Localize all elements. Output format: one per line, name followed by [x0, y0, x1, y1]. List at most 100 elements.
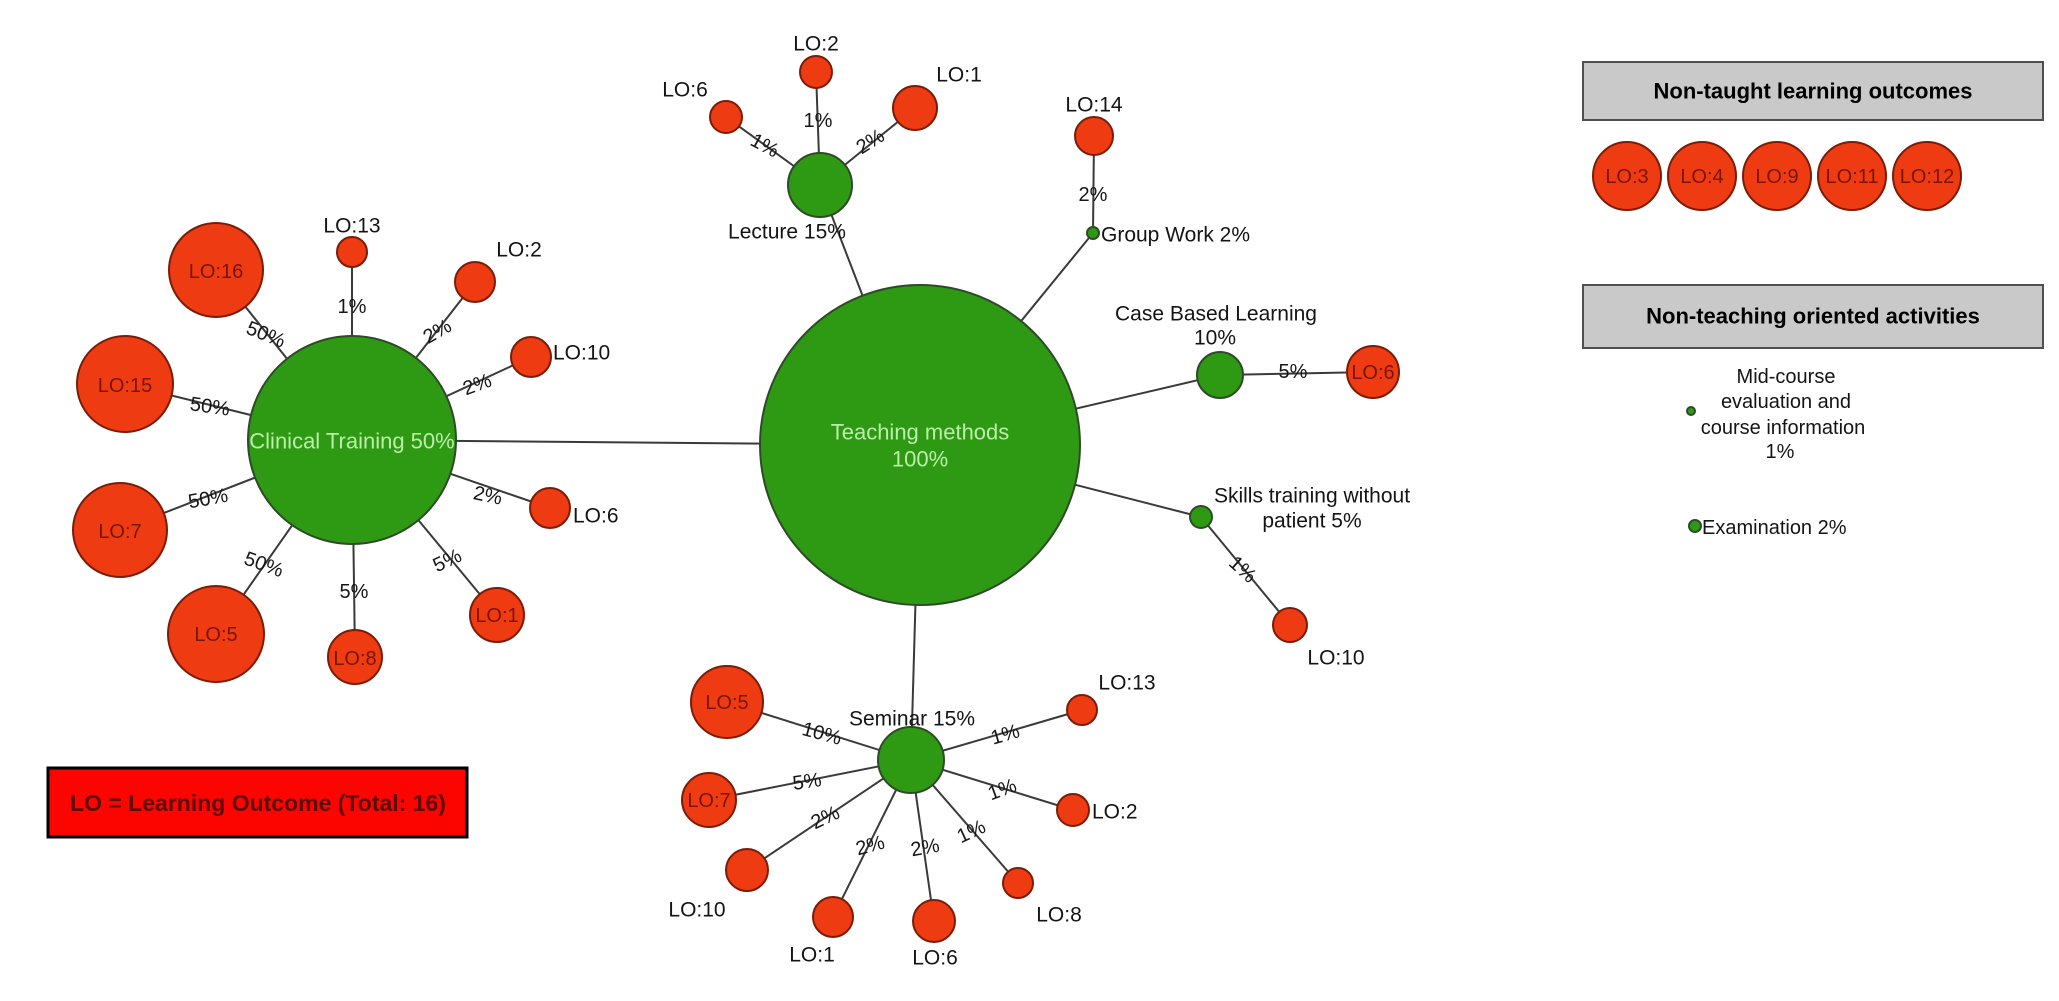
edge-label-clinical-c-lo1: 5%: [430, 545, 466, 577]
label-c-lo2: LO:2: [496, 238, 542, 261]
legend-outcome-label-lo-3: LO:3: [1605, 166, 1648, 188]
node-g-lo14-outcome-circle: [1074, 116, 1114, 156]
label-cb-lo6: LO:6: [1351, 362, 1394, 384]
label-cbl-line2: 10%: [1194, 326, 1236, 349]
node-se-lo8-outcome-circle: [1002, 867, 1034, 899]
edge-label-seminar-se-lo7: 5%: [791, 769, 823, 795]
edge-label-seminar-se-lo6: 2%: [909, 835, 942, 862]
legend-non-teaching-activities: Non-teaching oriented activities Mid-cou…: [1582, 284, 2044, 539]
edge-label-cbl-cb-lo6: 5%: [1279, 361, 1308, 383]
label-se-lo10: LO:10: [668, 898, 725, 921]
node-c-lo13-outcome-circle: [336, 236, 368, 268]
edge-label-seminar-se-lo5: 10%: [800, 718, 845, 750]
label-c-lo16: LO:16: [189, 261, 243, 283]
node-se-lo6-outcome-circle: [912, 899, 956, 943]
node-lecture-method-circle: [787, 152, 853, 218]
label-se-lo2: LO:2: [1092, 800, 1138, 823]
label-se-lo5: LO:5: [705, 692, 748, 714]
label-teaching-line1: Teaching methods: [831, 420, 1010, 445]
legend-non-taught-box: [1582, 61, 2044, 121]
legend-outcome-circle-lo-12: [1892, 141, 1962, 211]
node-c-lo7-outcome-circle: [72, 482, 168, 578]
edge-label-clinical-c-lo16: 50%: [243, 317, 289, 352]
node-se-lo7-outcome-circle: [681, 772, 737, 828]
edge-label-seminar-se-lo2: 1%: [985, 775, 1020, 806]
node-l-lo2-outcome-circle: [799, 55, 833, 89]
mid-course-evaluation-label-line4: 1%: [1766, 441, 1795, 463]
label-c-lo6: LO:6: [573, 504, 619, 527]
mid-course-evaluation-label-line2: evaluation and: [1721, 391, 1851, 413]
lo-note-box: [46, 766, 469, 839]
legend-outcome-label-lo-4: LO:4: [1680, 166, 1723, 188]
edge-label-lecture-l-lo2: 1%: [804, 110, 833, 132]
legend-non-teaching-entries: Mid-course evaluation and course informati…: [1686, 366, 1865, 539]
legend-non-taught-items: LO:3 LO:4 LO:9 LO:11 LO:12: [1592, 141, 1962, 211]
node-c-lo2-outcome-circle: [454, 261, 496, 303]
node-cbl-method-circle: [1196, 351, 1244, 399]
label-l-lo6: LO:6: [662, 78, 708, 101]
legend-outcome-circle-lo-9: [1742, 141, 1812, 211]
lo-note-text: LO = Learning Outcome (Total: 16): [70, 790, 446, 816]
label-l-lo1: LO:1: [936, 63, 982, 86]
node-seminar-method-circle: [877, 726, 945, 794]
label-se-lo1: LO:1: [789, 943, 835, 966]
node-c-lo15-outcome-circle: [76, 335, 174, 433]
edge-label-clinical-c-lo8: 5%: [340, 581, 369, 603]
edge-label-seminar-se-lo13: 1%: [988, 720, 1022, 749]
label-se-lo6: LO:6: [912, 946, 958, 969]
examination-label: Examination 2%: [1702, 517, 1847, 539]
node-se-lo5-outcome-circle: [690, 665, 764, 739]
mid-course-evaluation-label-line1: Mid-course: [1737, 366, 1836, 388]
edge-label-clinical-c-lo2: 2%: [419, 315, 455, 349]
edge-label-clinical-c-lo15: 50%: [189, 393, 232, 420]
edge-label-clinical-c-lo7: 50%: [187, 485, 230, 514]
legend-outcome-circle-lo-3: [1592, 141, 1662, 211]
label-g-lo14: LO:14: [1065, 93, 1123, 116]
node-c-lo16-outcome-circle: [168, 222, 264, 318]
examination-dot-icon: [1688, 519, 1702, 533]
label-se-lo8: LO:8: [1036, 903, 1082, 926]
node-se-lo13-outcome-circle: [1066, 694, 1098, 726]
label-skills-line1: Skills training without: [1214, 484, 1410, 507]
node-l-lo1-outcome-circle: [892, 85, 938, 131]
node-teaching-method-circle: [759, 284, 1081, 606]
mid-course-evaluation-dot-icon: [1686, 406, 1696, 416]
node-c-lo6-outcome-circle: [529, 487, 571, 529]
legend-non-taught-title: Non-taught learning outcomes: [1654, 79, 1973, 104]
edge-label-clinical-c-lo10: 2%: [460, 370, 495, 401]
legend-non-taught-learning-outcomes: Non-taught learning outcomes LO:3 LO:4 LO:…: [1582, 61, 2044, 211]
legend-outcome-circle-lo-4: [1667, 141, 1737, 211]
edge-label-lecture-l-lo6: 1%: [747, 129, 783, 162]
node-c-lo8-outcome-circle: [327, 629, 383, 685]
edge-label-groupwork-g-lo14: 2%: [1079, 184, 1108, 206]
edge-label-clinical-c-lo6: 2%: [471, 482, 504, 510]
node-l-lo6-outcome-circle: [709, 100, 743, 134]
label-l-lo2: LO:2: [793, 32, 839, 55]
label-c-lo7: LO:7: [98, 521, 141, 543]
legend-outcome-label-lo-12: LO:12: [1900, 166, 1954, 188]
node-cb-lo6-outcome-circle: [1346, 345, 1400, 399]
legend-outcome-label-lo-9: LO:9: [1755, 166, 1798, 188]
label-s-lo10: LO:10: [1307, 646, 1364, 669]
label-c-lo10: LO:10: [553, 341, 610, 364]
node-s-lo10-outcome-circle: [1272, 607, 1308, 643]
node-c-lo5-outcome-circle: [167, 585, 265, 683]
label-c-lo8: LO:8: [333, 648, 376, 670]
label-lecture: Lecture 15%: [728, 220, 846, 243]
edge-seminar-se-lo7: [708, 759, 912, 801]
node-c-lo10-outcome-circle: [510, 336, 552, 378]
label-c-lo1: LO:1: [475, 605, 518, 627]
label-clinical: Clinical Training 50%: [249, 429, 454, 454]
legend-outcome-circle-lo-11: [1817, 141, 1887, 211]
label-se-lo7: LO:7: [687, 790, 730, 812]
legend-non-teaching-box: [1582, 284, 2044, 349]
node-clinical-method-circle: [247, 335, 457, 545]
node-groupwork-method-circle: [1086, 226, 1100, 240]
label-teaching-line2: 100%: [892, 447, 948, 472]
label-c-lo15: LO:15: [98, 375, 152, 397]
lo-abbreviation-note: LO = Learning Outcome (Total: 16): [46, 766, 469, 839]
edge-skills-s-lo10: [1200, 516, 1291, 626]
legend-outcome-label-lo-11: LO:11: [1826, 166, 1879, 188]
